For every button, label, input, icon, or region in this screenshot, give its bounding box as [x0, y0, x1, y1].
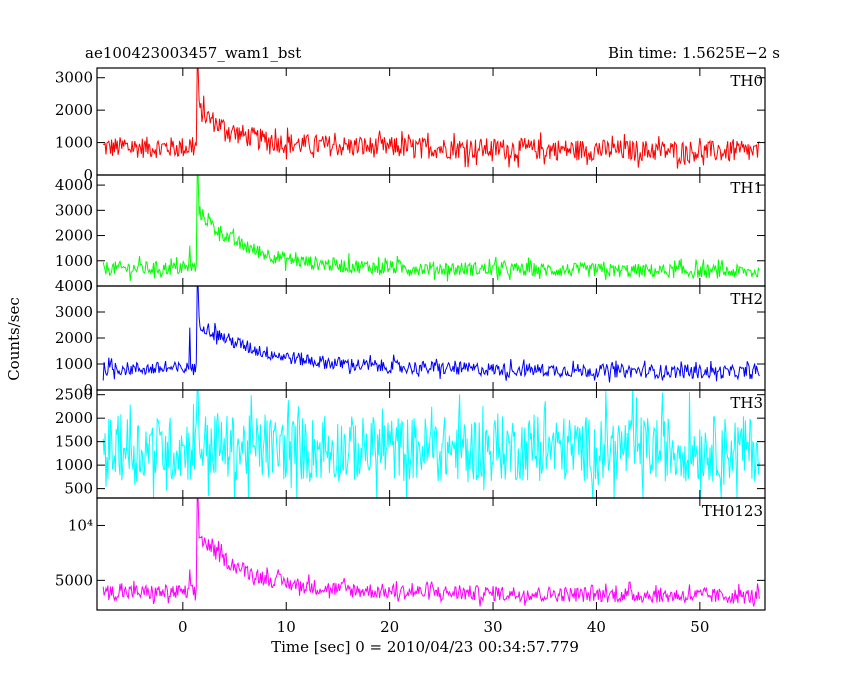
y-tick-label-th1: 4000: [55, 176, 93, 194]
lightcurve-th0: [102, 67, 760, 169]
y-tick-label-th0: 3000: [55, 69, 93, 87]
y-tick-label-th2: 4000: [55, 277, 93, 295]
x-axis-label: Time [sec] 0 = 2010/04/23 00:34:57.779: [271, 638, 579, 656]
panel-label-th0123: TH0123: [702, 502, 763, 520]
header-right: Bin time: 1.5625E−2 s: [607, 44, 780, 62]
y-tick-label-th3: 500: [64, 480, 93, 498]
y-tick-label-th3: 2500: [55, 386, 93, 404]
lightcurve-th1: [102, 174, 760, 282]
y-tick-label-th2: 2000: [55, 329, 93, 347]
panel-label-th3: TH3: [730, 394, 763, 412]
x-tick-label: 50: [690, 618, 709, 636]
header-left: ae100423003457_wam1_bst: [85, 44, 302, 62]
y-tick-label-th0: 2000: [55, 101, 93, 119]
y-tick-label-th2: 1000: [55, 355, 93, 373]
y-tick-label-th1: 1000: [55, 252, 93, 270]
y-tick-label-th1: 0: [83, 277, 93, 295]
y-tick-label-th0123: 10⁴: [68, 516, 93, 534]
panel-label-th0: TH0: [730, 72, 763, 90]
y-tick-label-th0: 0: [83, 166, 93, 184]
x-tick-label: 30: [483, 618, 502, 636]
x-tick-label: 40: [587, 618, 606, 636]
panel-label-th1: TH1: [730, 179, 763, 197]
y-tick-label-th3: 2000: [55, 409, 93, 427]
y-tick-label-th1: 3000: [55, 201, 93, 219]
y-tick-label-th0: 1000: [55, 134, 93, 152]
y-tick-label-th1: 2000: [55, 227, 93, 245]
lightcurve-th2: [102, 285, 760, 383]
y-tick-label-th2: 3000: [55, 303, 93, 321]
x-tick-label: 10: [277, 618, 296, 636]
panel-frame-th0123: [96, 497, 766, 611]
y-tick-label-th3: 1000: [55, 456, 93, 474]
lightcurve-th3: [102, 389, 760, 499]
x-tick-label: 20: [380, 618, 399, 636]
y-tick-label-th3: 1500: [55, 433, 93, 451]
y-tick-label-th0123: 5000: [55, 571, 93, 589]
lightcurve-th0123: [102, 497, 760, 607]
y-tick-label-th2: 0: [83, 381, 93, 399]
x-tick-label: 0: [178, 618, 188, 636]
panel-label-th2: TH2: [730, 290, 763, 308]
